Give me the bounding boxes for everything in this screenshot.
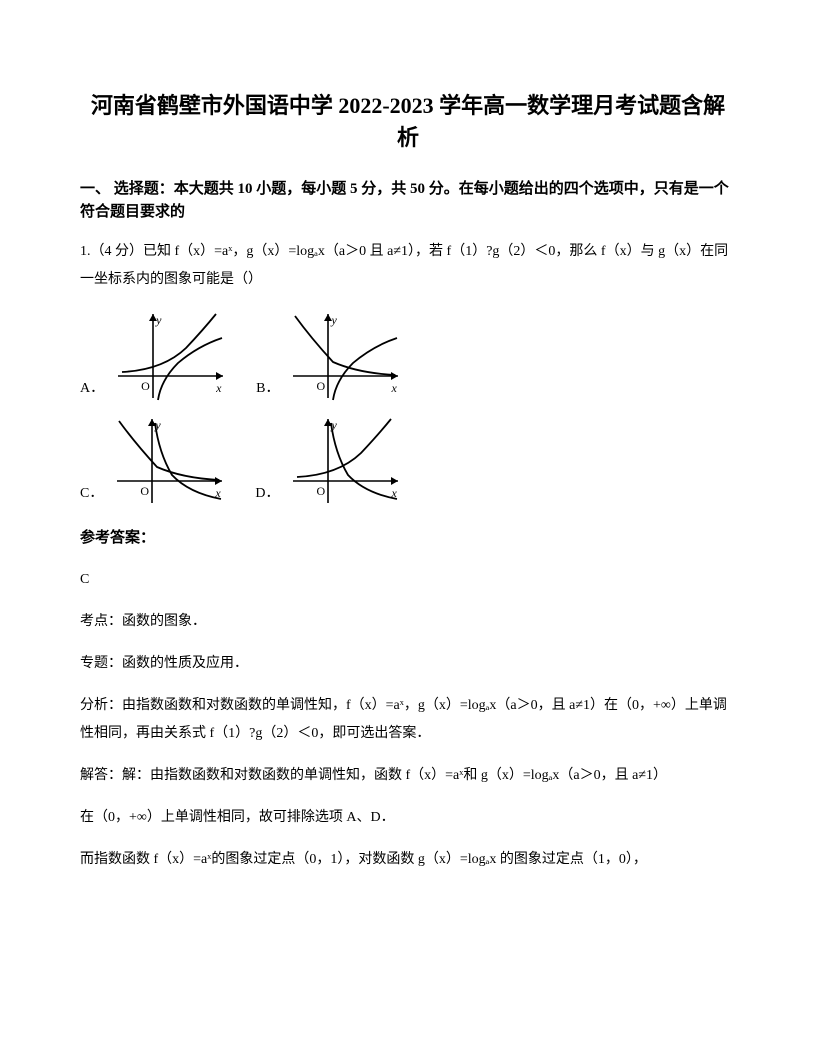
x-axis-label: x xyxy=(391,483,396,503)
option-a-label: A． xyxy=(80,377,104,403)
section-header: 一、 选择题：本大题共 10 小题，每小题 5 分，共 50 分。在每小题给出的… xyxy=(80,178,736,225)
q1-stem: 1.（4 分）已知 f（x）=aˣ，g（x）=logₐx（a＞0 且 a≠1），… xyxy=(80,238,736,294)
analysis-zhuanti: 专题：函数的性质及应用． xyxy=(80,650,736,678)
graph-row-2: C． y x O D． xyxy=(80,413,736,508)
graph-d: y x O xyxy=(283,413,403,508)
option-b-label: B． xyxy=(256,377,279,403)
x-axis-label: x xyxy=(391,378,396,398)
option-d-label: D． xyxy=(255,482,279,508)
origin-label: O xyxy=(141,376,150,396)
option-c: C． y x O xyxy=(80,413,227,508)
answer-value: C xyxy=(80,566,736,594)
x-axis-label: x xyxy=(216,378,221,398)
option-a: A． y x O xyxy=(80,308,228,403)
origin-label: O xyxy=(316,376,325,396)
analysis-jieda2: 在（0，+∞）上单调性相同，故可排除选项 A、D． xyxy=(80,804,736,832)
y-axis-label: y xyxy=(331,415,336,435)
analysis-jieda3: 而指数函数 f（x）=aˣ的图象过定点（0，1），对数函数 g（x）=logₐx… xyxy=(80,846,736,874)
analysis-kaodian: 考点：函数的图象． xyxy=(80,608,736,636)
option-c-label: C． xyxy=(80,482,103,508)
origin-label: O xyxy=(316,481,325,501)
analysis-jieda1: 解答：解：由指数函数和对数函数的单调性知，函数 f（x）=aˣ和 g（x）=lo… xyxy=(80,762,736,790)
option-d: D． y x O xyxy=(255,413,403,508)
graph-a: y x O xyxy=(108,308,228,403)
option-b: B． y x O xyxy=(256,308,403,403)
analysis-fenxi: 分析：由指数函数和对数函数的单调性知，f（x）=aˣ，g（x）=logₐx（a＞… xyxy=(80,692,736,748)
y-axis-label: y xyxy=(156,310,161,330)
graph-row-1: A． y x O B． xyxy=(80,308,736,403)
graph-b: y x O xyxy=(283,308,403,403)
y-axis-label: y xyxy=(155,415,160,435)
x-axis-label: x xyxy=(215,483,220,503)
origin-label: O xyxy=(140,481,149,501)
answer-label: 参考答案： xyxy=(80,526,736,552)
y-axis-label: y xyxy=(331,310,336,330)
graph-c: y x O xyxy=(107,413,227,508)
page-title: 河南省鹤壁市外国语中学 2022-2023 学年高一数学理月考试题含解析 xyxy=(80,90,736,154)
